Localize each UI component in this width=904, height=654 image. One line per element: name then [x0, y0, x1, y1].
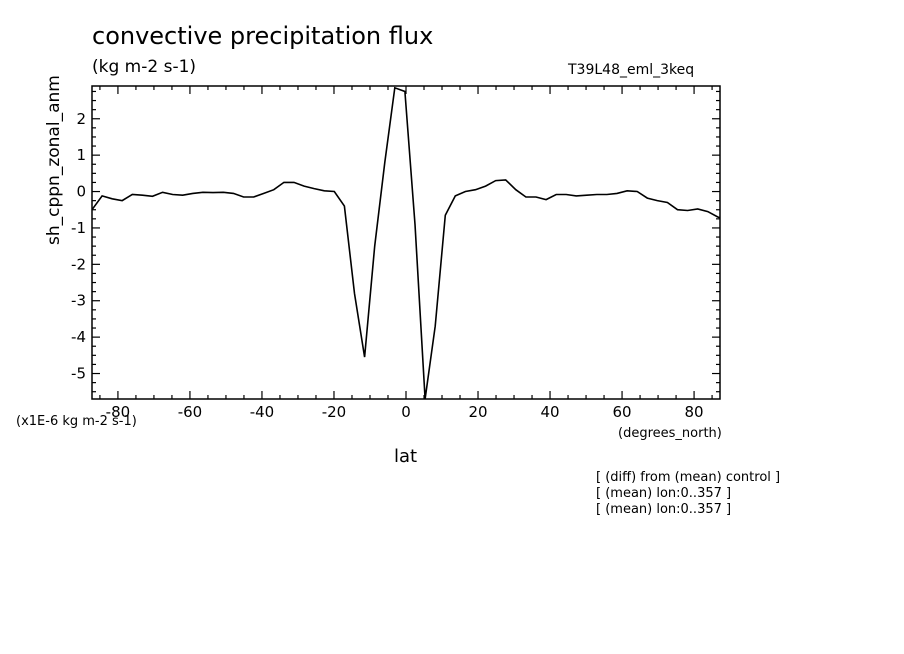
y-tick-label: -3	[71, 292, 86, 310]
y-tick-label: -5	[71, 365, 86, 383]
note-line-2: [ (mean) lon:0..357 ]	[596, 486, 732, 501]
x-units-label: (degrees_north)	[618, 426, 722, 441]
series-line	[91, 86, 721, 400]
y-tick-label: 2	[76, 110, 86, 128]
plot-frame	[91, 85, 721, 400]
axis-tick-labels: -80 -60 -40 -20 0 20 40 60 80 -5 -4 -3 -2 -1 0 1 2	[71, 110, 704, 421]
x-tick-label: 80	[685, 403, 704, 421]
x-tick-label: -80	[106, 403, 131, 421]
run-label: T39L48_eml_3keq	[568, 62, 695, 78]
y-tick-label: -2	[71, 255, 86, 273]
x-tick-label: 40	[540, 403, 559, 421]
chart-title: convective precipitation flux	[92, 22, 434, 50]
x-tick-label: 60	[613, 403, 632, 421]
x-tick-label: -20	[322, 403, 347, 421]
chart-subtitle: (kg m-2 s-1)	[92, 57, 197, 77]
y-tick-label: -1	[71, 219, 86, 237]
x-tick-label: 20	[468, 403, 487, 421]
y-tick-label: -4	[71, 328, 86, 346]
x-tick-label: -60	[178, 403, 203, 421]
y-tick-label: 0	[76, 183, 86, 201]
x-tick-label: 0	[401, 403, 411, 421]
note-line-3: [ (mean) lon:0..357 ]	[596, 502, 732, 517]
note-line-1: [ (diff) from (mean) control ]	[596, 470, 781, 485]
axis-ticks	[92, 86, 720, 399]
y-units-label: (x1E-6 kg m-2 s-1)	[16, 414, 137, 429]
x-tick-label: -40	[250, 403, 275, 421]
y-tick-label: 1	[76, 146, 86, 164]
x-axis-label: lat	[394, 446, 418, 467]
